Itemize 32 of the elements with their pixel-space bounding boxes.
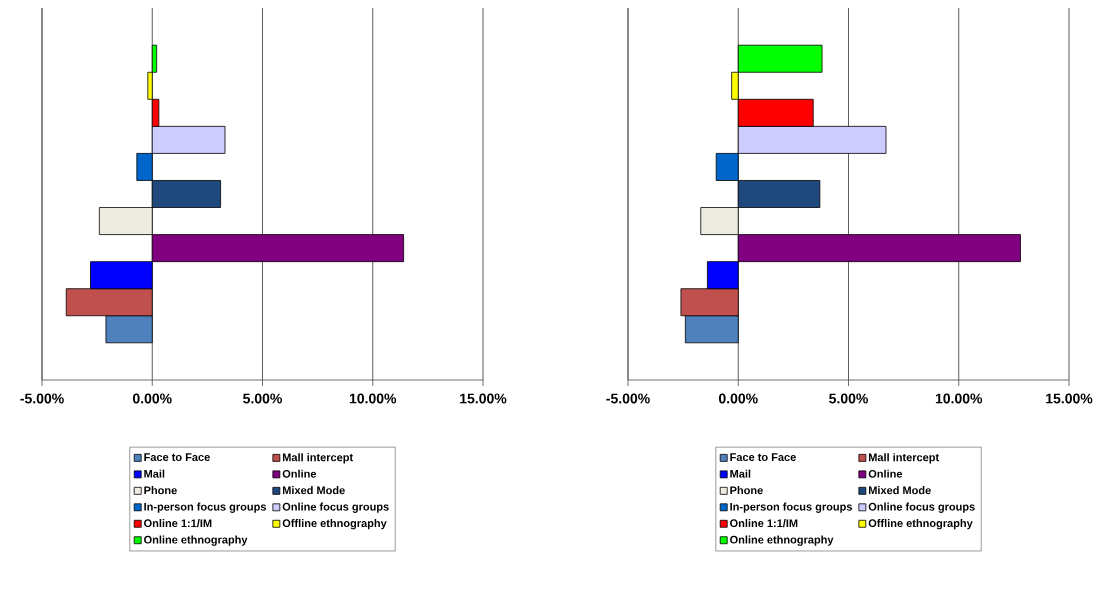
legend-label: Online 1:1/IM [730, 519, 798, 528]
legend-label: Face to Face [144, 453, 210, 462]
legend-label: Mail [730, 469, 751, 478]
x-tick-label: 0.00% [132, 393, 172, 404]
legend-label: Offline ethnography [282, 519, 387, 530]
x-tick-label: -5.00% [20, 393, 64, 404]
legend-label: Phone [144, 486, 177, 495]
legend-label: Mixed Mode [282, 486, 345, 495]
legend-label: Offline ethnography [868, 519, 973, 530]
legend-label: Mall intercept [282, 453, 354, 464]
x-tick-label: 15.00% [1046, 393, 1093, 404]
legend-label: Online focus groups [282, 502, 389, 513]
legend-label: In-person focus groups [730, 502, 852, 513]
legend-label: In-person focus groups [144, 502, 266, 513]
x-tick-label: 10.00% [349, 393, 397, 404]
legend-label: Mixed Mode [868, 486, 931, 495]
legend-label: Online [868, 469, 903, 478]
legend-label: Online ethnography [730, 535, 834, 546]
legend-label: Mail [144, 469, 165, 478]
legend-label: Online focus groups [868, 502, 975, 513]
x-tick-label: 15.00% [460, 393, 507, 404]
legend-label: Online ethnography [144, 535, 248, 546]
legend-label: Online 1:1/IM [144, 519, 212, 528]
x-tick-label: -5.00% [606, 393, 650, 404]
x-tick-label: 10.00% [935, 393, 983, 404]
x-tick-label: 0.00% [718, 393, 758, 404]
legend-label: Phone [730, 486, 763, 495]
x-tick-label: 5.00% [829, 393, 868, 404]
x-tick-label: 5.00% [243, 393, 282, 404]
legend-label: Online [282, 469, 317, 478]
legend-label: Face to Face [730, 453, 796, 462]
legend-label: Mall intercept [868, 453, 940, 464]
